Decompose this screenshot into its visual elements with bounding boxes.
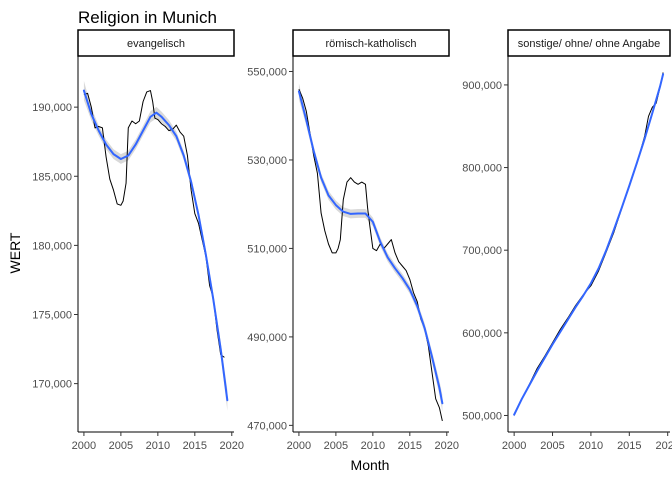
x-tick-label: 2020 (220, 440, 244, 452)
x-tick-label: 2020 (655, 440, 672, 452)
x-tick-label: 2005 (109, 440, 133, 452)
x-tick-label: 2005 (540, 440, 564, 452)
x-axis-title: Month (351, 457, 390, 473)
x-tick-label: 2015 (183, 440, 207, 452)
raw-series-line (298, 88, 443, 422)
panel-sonstige: sonstige/ ohne/ ohne Angabe (507, 29, 671, 57)
y-tick-label: 550,000 (247, 66, 287, 78)
y-tick-label: 170,000 (32, 379, 72, 391)
y-tick-label: 190,000 (32, 102, 72, 114)
y-tick-label: 180,000 (32, 240, 72, 252)
raw-series-line (513, 72, 664, 416)
y-tick-label: 900,000 (462, 80, 502, 92)
y-tick-label: 800,000 (462, 163, 502, 175)
x-tick-label: 2000 (72, 440, 96, 452)
panel-evangelisch: evangelisch (77, 29, 235, 57)
facet-strip-label: sonstige/ ohne/ ohne Angabe (518, 38, 661, 50)
y-axis-title: WERT (7, 232, 23, 273)
y-tick-label: 530,000 (247, 155, 287, 167)
smoothed-trend-line (513, 73, 665, 416)
x-tick-label: 2010 (579, 440, 603, 452)
y-tick-label: 600,000 (462, 328, 502, 340)
y-tick-label: 500,000 (462, 410, 502, 422)
raw-series-line (83, 90, 225, 358)
facet-strip-label: evangelisch (127, 38, 185, 50)
panel-1-marks: 170,000 175,000 180,000 185,000 190,000 2000 2… (32, 56, 244, 452)
y-tick-label: 470,000 (247, 420, 287, 432)
x-tick-label: 2000 (502, 440, 526, 452)
y-tick-label: 185,000 (32, 171, 72, 183)
x-tick-label: 2000 (287, 440, 311, 452)
facet-strip-label: römisch-katholisch (325, 38, 416, 50)
facet-strip-box (507, 29, 671, 57)
panel-2-marks: 470,000 490,000 510,000 530,000 550,000 2000 2… (247, 56, 459, 452)
x-tick-label: 2010 (146, 440, 170, 452)
x-tick-label: 2015 (617, 440, 641, 452)
x-tick-label: 2010 (361, 440, 385, 452)
chart-title: Religion in Munich (78, 8, 217, 27)
y-tick-label: 510,000 (247, 243, 287, 255)
y-tick-label: 490,000 (247, 332, 287, 344)
x-tick-label: 2020 (435, 440, 459, 452)
smoothed-trend-line (82, 89, 229, 402)
x-tick-label: 2015 (398, 440, 422, 452)
confidence-ribbon (298, 83, 443, 412)
y-tick-label: 700,000 (462, 245, 502, 257)
y-tick-label: 175,000 (32, 310, 72, 322)
facet-strip-box (292, 29, 450, 57)
panel-3-marks: 500,000 600,000 700,000 800,000 900,000 2000 2… (462, 56, 672, 452)
confidence-ribbon (514, 72, 664, 417)
confidence-ribbon (83, 80, 228, 411)
panel-roemisch-katholisch: römisch-katholisch (292, 29, 450, 57)
x-tick-label: 2005 (324, 440, 348, 452)
smoothed-trend-line (297, 90, 444, 405)
facet-strip-box (77, 29, 235, 57)
